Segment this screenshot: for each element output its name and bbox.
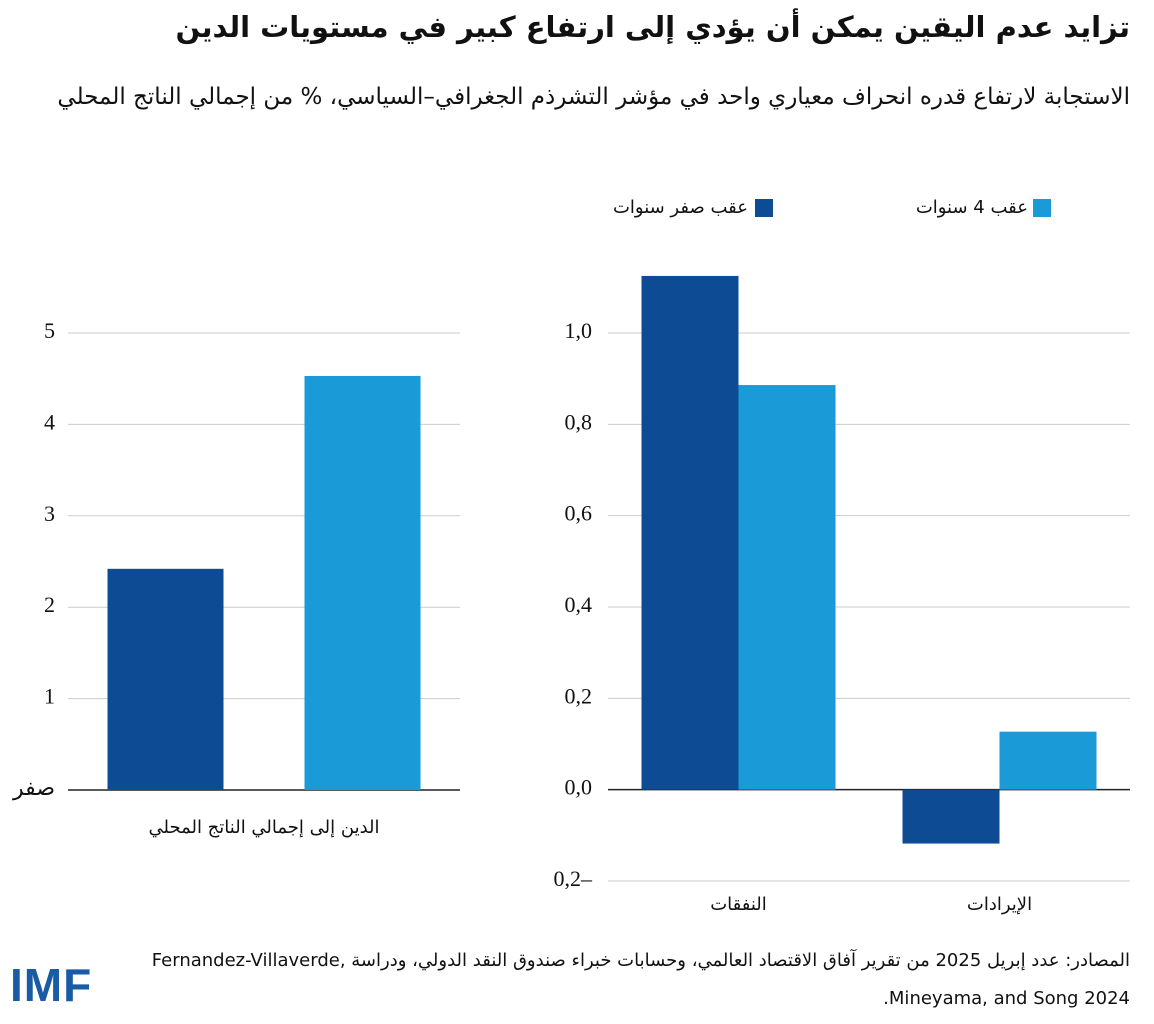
legend-label: عقب 4 سنوات: [916, 197, 1028, 218]
bar: [107, 568, 224, 790]
y-tick-label: 0,2: [565, 683, 593, 708]
chart-title: تزايد عدم اليقين يمكن أن يؤدي إلى ارتفاع…: [175, 10, 1130, 44]
bar: [304, 375, 421, 790]
y-tick-label: 0,4: [565, 592, 593, 617]
x-tick-label: النفقات: [710, 894, 767, 915]
x-tick-label: الإيرادات: [967, 894, 1032, 915]
y-tick-label: 3: [44, 501, 55, 526]
y-tick-label: صفر: [12, 775, 55, 801]
source-note: المصادر: عدد إبريل 2025 من تقرير آفاق ال…: [151, 950, 1130, 1009]
legend-swatch: [755, 199, 773, 217]
bar: [738, 385, 836, 790]
bar: [641, 275, 739, 790]
bar: [902, 789, 1000, 844]
y-tick-label: 1: [44, 684, 55, 709]
bar: [999, 731, 1097, 790]
y-tick-label: 2: [44, 592, 55, 617]
y-tick-label: 0,8: [565, 409, 593, 434]
y-tick-label: 0,2–: [554, 866, 594, 891]
legend-swatch: [1033, 199, 1051, 217]
chart-subtitle: الاستجابة لارتفاع قدره انحراف معياري واح…: [57, 84, 1130, 110]
legend-label: عقب صفر سنوات: [613, 197, 748, 218]
y-tick-label: 1,0: [565, 318, 593, 343]
logo: IMF: [10, 959, 93, 1011]
y-tick-label: 0,0: [565, 775, 593, 800]
y-tick-label: 5: [44, 318, 55, 343]
y-tick-label: 4: [44, 409, 55, 434]
y-tick-label: 0,6: [565, 501, 593, 526]
x-tick-label: الدين إلى إجمالي الناتج المحلي: [148, 817, 379, 838]
